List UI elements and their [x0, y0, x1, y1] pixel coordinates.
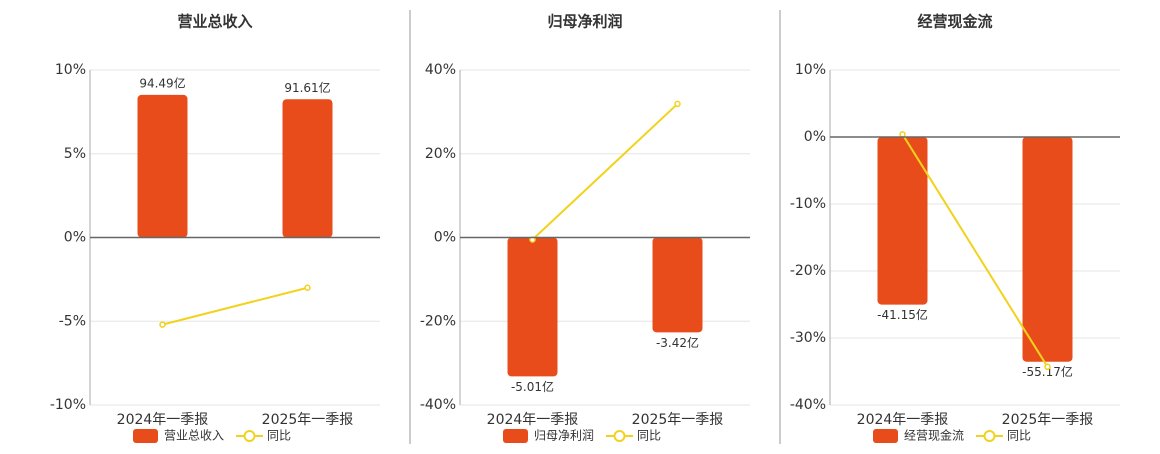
- y-tick-label: 0%: [64, 230, 86, 246]
- y-tick-label: -40%: [420, 397, 456, 413]
- y-tick-label: -30%: [790, 330, 826, 346]
- x-tick-label: 2025年一季报: [262, 412, 354, 428]
- y-tick-label: -10%: [790, 196, 826, 212]
- legend-label: 营业总收入: [164, 429, 224, 443]
- value-label: -5.01亿: [511, 379, 554, 394]
- y-tick-label: -40%: [790, 397, 826, 413]
- legend-swatch: [873, 429, 898, 443]
- bar: [877, 137, 928, 305]
- bar: [1022, 137, 1073, 362]
- legend-label: 归母净利润: [534, 429, 594, 443]
- legend-label: 同比: [1007, 429, 1031, 443]
- panel-title: 归母净利润: [547, 13, 622, 31]
- legend-swatch: [133, 429, 158, 443]
- value-label: -41.15亿: [877, 307, 928, 322]
- yoy-point: [159, 321, 166, 328]
- x-tick-label: 2025年一季报: [632, 412, 724, 428]
- yoy-line: [162, 286, 308, 326]
- yoy-point: [304, 284, 311, 291]
- value-label: -55.17亿: [1022, 364, 1073, 379]
- x-tick-label: 2025年一季报: [1002, 412, 1094, 428]
- yoy-line: [531, 103, 679, 241]
- value-label: 91.61亿: [284, 80, 330, 95]
- y-tick-label: -5%: [59, 313, 86, 329]
- panel-title: 经营现金流: [917, 13, 992, 31]
- legend-swatch: [613, 430, 626, 442]
- yoy-point: [899, 131, 906, 138]
- bar: [282, 99, 333, 238]
- y-tick-label: 0%: [804, 129, 826, 145]
- x-tick-label: 2024年一季报: [857, 412, 949, 428]
- y-tick-label: 10%: [795, 62, 826, 78]
- yoy-line: [901, 133, 1049, 368]
- bar: [507, 237, 558, 377]
- bar: [652, 237, 703, 333]
- legend-label: 同比: [267, 429, 291, 443]
- value-label: 94.49亿: [139, 75, 185, 90]
- y-tick-label: 0%: [434, 230, 456, 246]
- panel-title: 营业总收入: [177, 13, 252, 31]
- yoy-point: [1044, 363, 1051, 371]
- y-tick-label: 40%: [425, 62, 456, 78]
- y-tick-label: 20%: [425, 146, 456, 162]
- legend-label: 经营现金流: [904, 428, 964, 443]
- legend-swatch: [243, 430, 256, 442]
- value-label: -3.42亿: [656, 335, 699, 350]
- y-tick-label: 5%: [64, 146, 86, 162]
- y-tick-label: -10%: [50, 397, 86, 413]
- legend-label: 同比: [637, 429, 661, 443]
- x-tick-label: 2024年一季报: [117, 412, 209, 428]
- yoy-point: [674, 100, 681, 108]
- y-tick-label: 10%: [55, 62, 86, 78]
- x-tick-label: 2024年一季报: [487, 412, 579, 428]
- legend-swatch: [503, 429, 528, 443]
- legend-swatch: [983, 430, 996, 442]
- y-tick-label: -20%: [790, 263, 826, 279]
- y-tick-label: -20%: [420, 313, 456, 329]
- bar: [137, 94, 188, 238]
